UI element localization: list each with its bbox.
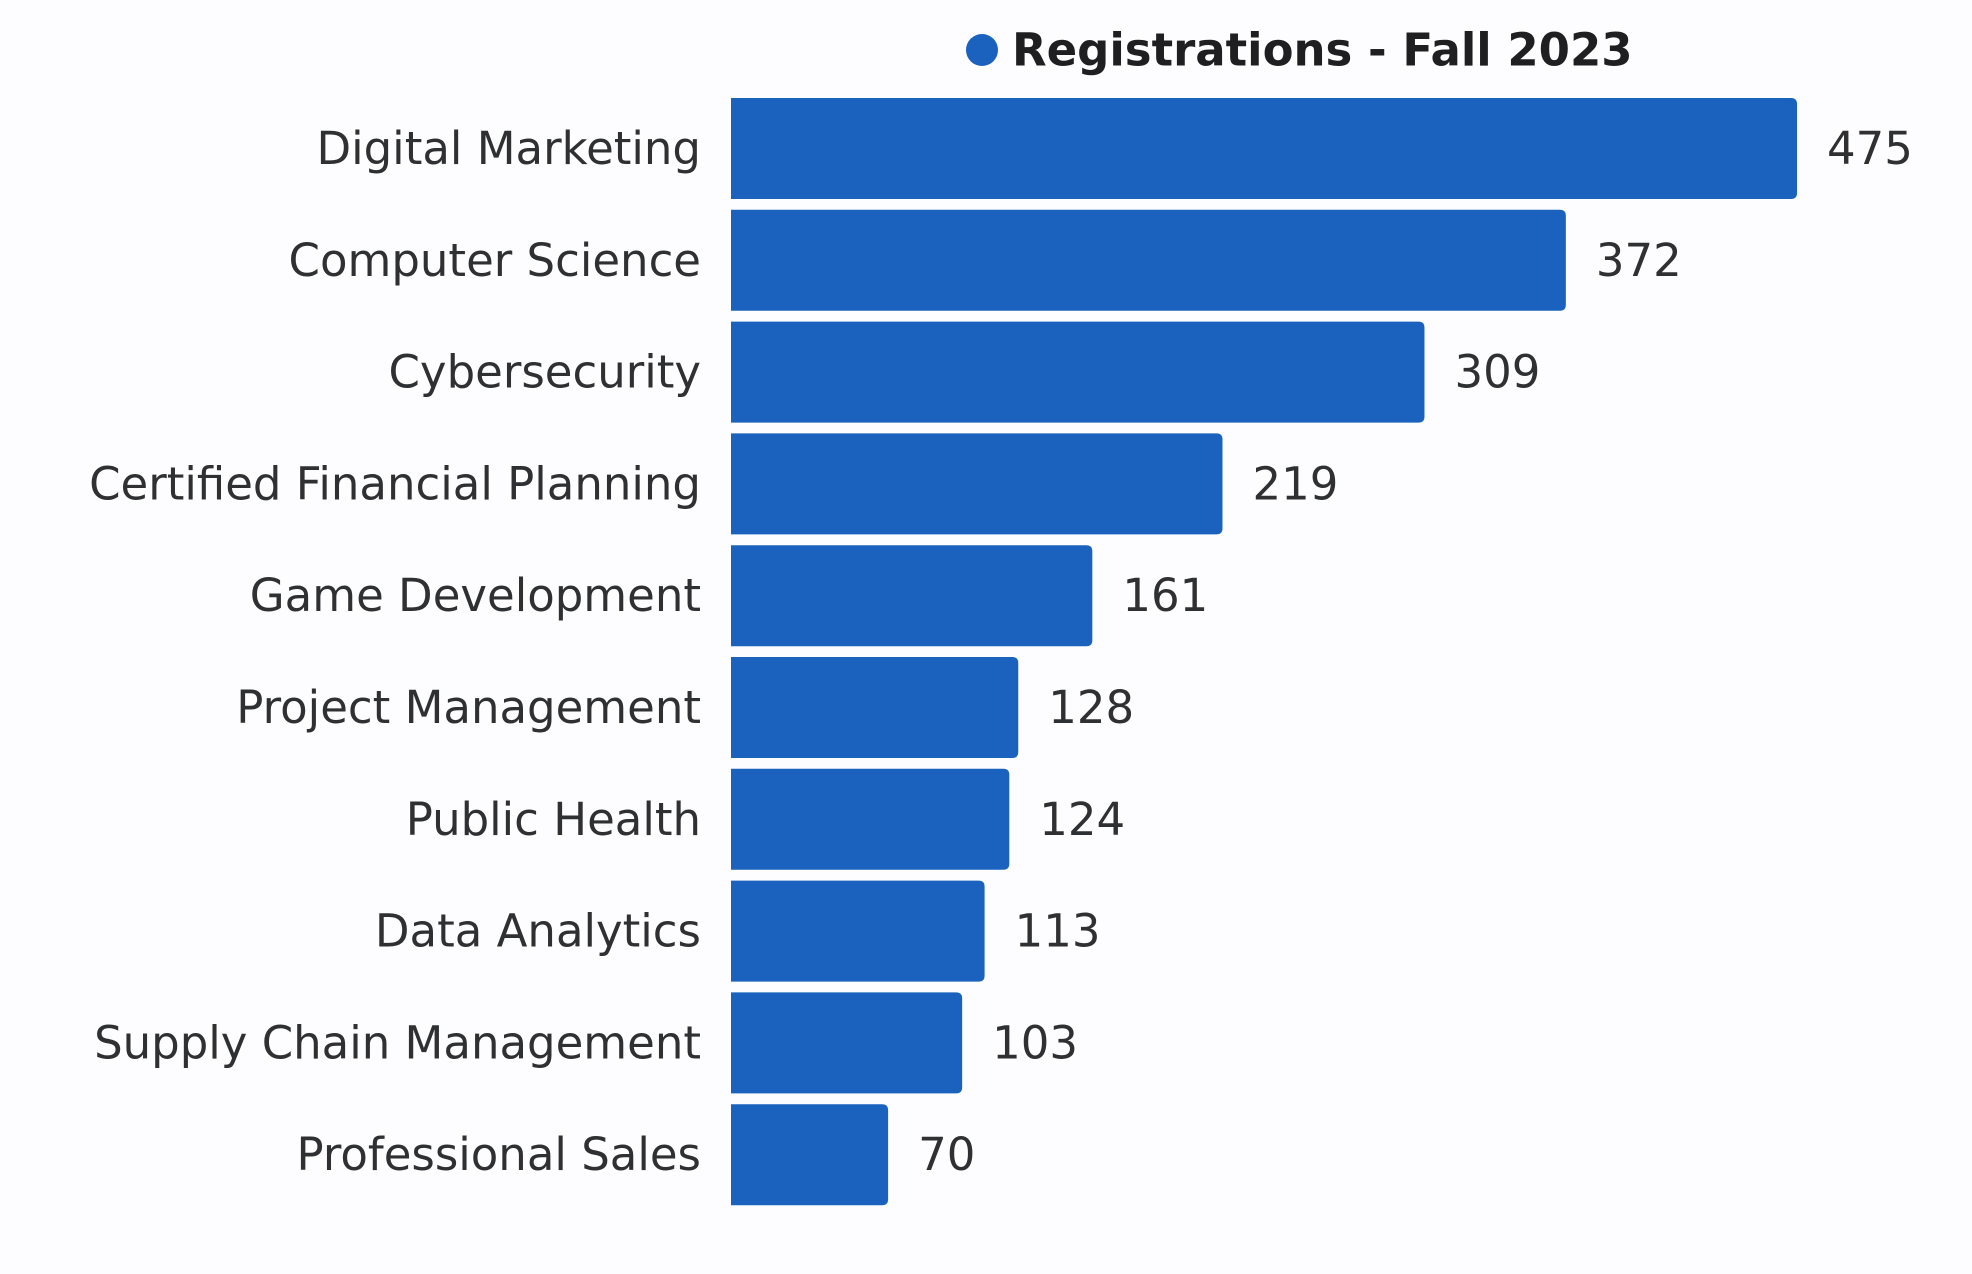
category-label: Data Analytics <box>375 905 701 958</box>
category-label: Cybersecurity <box>389 346 701 399</box>
data-label: 128 <box>1048 681 1134 734</box>
category-label: Professional Sales <box>296 1128 701 1181</box>
bar <box>731 209 1566 311</box>
category-label: Computer Science <box>289 234 701 287</box>
bar <box>731 321 1425 423</box>
data-label: 124 <box>1039 793 1125 846</box>
category-label: Public Health <box>406 793 701 846</box>
category-labels: Digital Marketing Computer Science Cyberse… <box>89 122 701 1181</box>
legend: Registrations - Fall 2023 <box>966 24 1633 77</box>
data-label: 103 <box>992 1016 1078 1069</box>
category-label: Game Development <box>250 569 701 622</box>
category-label: Digital Marketing <box>316 122 701 175</box>
value-labels: 475 372 309 219 161 128 124 113 103 70 <box>918 122 1913 1181</box>
data-label: 372 <box>1596 234 1682 287</box>
data-label: 475 <box>1827 122 1913 175</box>
data-label: 70 <box>918 1128 975 1181</box>
bar <box>731 433 1223 535</box>
data-label: 219 <box>1252 457 1338 510</box>
bar <box>731 657 1019 758</box>
bar <box>731 768 1010 870</box>
bar <box>731 1104 889 1206</box>
category-label: Supply Chain Management <box>94 1016 701 1069</box>
bar <box>731 545 1093 647</box>
legend-label: Registrations - Fall 2023 <box>1012 24 1633 77</box>
data-label: 309 <box>1454 346 1540 399</box>
legend-marker <box>966 34 998 66</box>
bar <box>731 880 985 982</box>
data-label: 161 <box>1122 569 1208 622</box>
bar <box>731 98 1797 199</box>
bars <box>731 98 1797 1206</box>
data-label: 113 <box>1015 905 1101 958</box>
category-label: Project Management <box>236 681 701 734</box>
category-label: Certified Financial Planning <box>89 457 701 510</box>
bar <box>731 992 963 1094</box>
